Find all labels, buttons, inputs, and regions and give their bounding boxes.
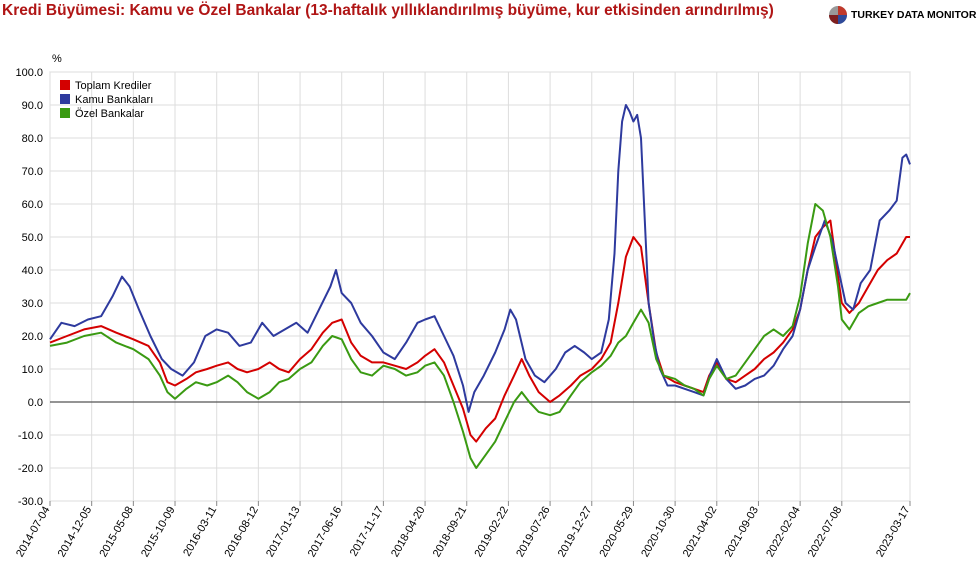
- series-lines: [49, 104, 911, 469]
- x-tick-label: 2017-01-13: [264, 505, 303, 560]
- legend-swatch: [60, 80, 70, 90]
- x-tick-label: 2020-05-29: [598, 505, 637, 560]
- x-tick-label: 2022-07-08: [806, 505, 845, 560]
- x-tick-label: 2019-07-26: [514, 505, 553, 560]
- x-tick-label: 2015-10-09: [139, 505, 178, 560]
- x-tick-label: 2018-04-20: [389, 505, 428, 560]
- legend-label: Kamu Bankaları: [75, 94, 153, 106]
- y-tick-label: 10.0: [22, 364, 43, 376]
- y-tick-label: 50.0: [22, 232, 43, 244]
- x-tick-label: 2015-05-08: [97, 505, 136, 560]
- series-line-1: [49, 219, 910, 443]
- y-tick-label: 20.0: [22, 331, 43, 343]
- y-tick-label: 100.0: [15, 67, 43, 79]
- x-tick-label: 2016-03-11: [181, 505, 219, 559]
- x-tick-label: 2019-12-27: [556, 505, 595, 560]
- x-tick-label: 2022-02-04: [764, 505, 803, 560]
- legend-label: Toplam Krediler: [75, 80, 152, 92]
- x-tick-label: 2023-03-17: [874, 505, 913, 560]
- y-tick-label: 80.0: [22, 133, 43, 145]
- legend-swatch: [60, 94, 70, 104]
- x-tick-label: 2018-09-21: [431, 505, 470, 560]
- legend: Toplam Krediler Kamu Bankaları Özel Bankal…: [60, 80, 153, 120]
- x-tick-label: 2017-06-16: [306, 505, 345, 560]
- y-tick-label: -10.0: [18, 430, 43, 442]
- x-tick-label: 2021-09-03: [723, 505, 762, 560]
- x-tick-label: 2017-11-17: [348, 505, 386, 559]
- globe-logo-icon: [829, 6, 847, 24]
- x-tick-label: 2014-12-05: [56, 505, 95, 560]
- x-axis: 2014-07-04 2014-12-05 2015-05-08 2015-10-09…: [14, 501, 913, 559]
- brand-name: TURKEY DATA MONITOR: [851, 9, 977, 21]
- series-line-3: [49, 203, 911, 469]
- page-title: Kredi Büyümesi: Kamu ve Özel Bankalar (1…: [2, 2, 774, 19]
- y-tick-label: 30.0: [22, 298, 43, 310]
- y-axis-label: %: [52, 53, 62, 65]
- y-tick-label: 90.0: [22, 100, 43, 112]
- y-tick-label: 70.0: [22, 166, 43, 178]
- x-tick-label: 2016-08-12: [222, 505, 261, 560]
- legend-label: Özel Bankalar: [75, 108, 144, 120]
- brand-logo: TURKEY DATA MONITOR: [828, 5, 976, 25]
- x-tick-label: 2020-10-30: [639, 505, 678, 560]
- y-tick-label: -30.0: [18, 496, 43, 508]
- series-line-2: [49, 104, 911, 413]
- y-axis: 100.0 90.0 80.0 70.0 60.0 50.0 40.0 30.0 20.0 10.…: [15, 67, 43, 508]
- x-tick-label: 2021-04-02: [681, 505, 720, 560]
- legend-swatch: [60, 108, 70, 118]
- x-tick-label: 2019-02-22: [472, 504, 511, 559]
- y-tick-label: 60.0: [22, 199, 43, 211]
- y-tick-label: 0.0: [28, 397, 43, 409]
- y-tick-label: 40.0: [22, 265, 43, 277]
- x-tick-label: 2014-07-04: [14, 505, 53, 560]
- y-tick-label: -20.0: [18, 463, 43, 475]
